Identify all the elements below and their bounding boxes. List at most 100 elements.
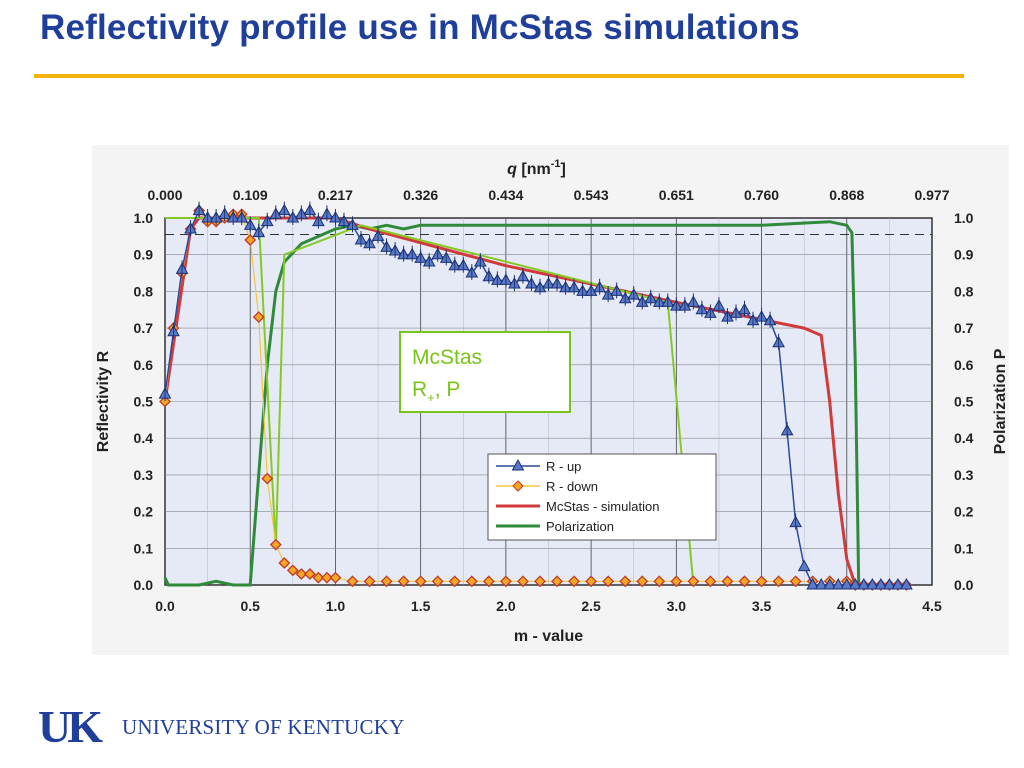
legend-marker-triangle	[511, 458, 525, 471]
x2-tick-label: 0.000	[147, 187, 182, 203]
r-down-point	[568, 575, 580, 588]
x2-tick-label: 0.543	[574, 187, 609, 203]
r-up-point	[891, 577, 905, 590]
r-down-point	[619, 575, 632, 588]
y2-tick-label: 1.0	[954, 210, 974, 226]
x-tick-label: 1.5	[411, 598, 431, 614]
x-tick-label: 4.5	[922, 598, 942, 614]
r-down-point	[585, 575, 598, 588]
x-tick-label: 4.0	[837, 598, 857, 614]
r-up-point	[814, 577, 828, 590]
y2-tick-label: 0.2	[954, 504, 974, 520]
y2-tick-label: 0.4	[954, 430, 974, 446]
r-down-point	[687, 575, 700, 588]
y-tick-label: 0.8	[134, 283, 154, 299]
y-tick-label: 0.5	[134, 394, 154, 410]
r-down-point	[448, 575, 461, 588]
series-layer	[158, 201, 913, 591]
r-up-point	[823, 577, 837, 590]
uk-logo-mark: UK	[38, 701, 103, 752]
r-down-point	[551, 575, 563, 588]
x2-tick-label: 0.868	[829, 187, 864, 203]
y2-tick-label: 0.8	[954, 283, 974, 299]
r-down-point	[499, 575, 512, 588]
r-up-point	[900, 577, 913, 590]
x-tick-label: 0.5	[240, 598, 260, 614]
r-up-point	[806, 577, 820, 590]
r-down-point	[269, 538, 282, 551]
y2-axis-label: Polarization P	[992, 348, 1009, 454]
x2-tick-label: 0.109	[233, 187, 268, 203]
r-down-point	[636, 575, 649, 588]
r-down-point	[278, 557, 291, 569]
y2-tick-label: 0.5	[954, 394, 974, 410]
legend-label: R - up	[546, 459, 581, 474]
r-down-point	[602, 575, 615, 588]
axes: 0.0 0.000 0.5 0.109 1.0 0.217 1.5 0.326 2.0 0.434…	[95, 158, 1009, 645]
r-down-point	[465, 575, 478, 588]
r-down-point	[244, 234, 257, 246]
r-down-point	[670, 575, 683, 588]
x-tick-label: 1.0	[326, 598, 346, 614]
r-down-point	[534, 575, 546, 588]
r-down-point	[431, 575, 444, 588]
x2-tick-label: 0.651	[659, 187, 694, 203]
r-down-point	[653, 575, 666, 588]
r-up-point	[797, 559, 811, 572]
r-down-point	[321, 571, 333, 584]
reflectivity-chart: 0.0 0.000 0.5 0.109 1.0 0.217 1.5 0.326 2.0 0.434…	[92, 145, 1009, 655]
legend: R - up R - down McStas - simulation Polariz…	[487, 453, 717, 541]
mcstas-annotation-box	[399, 331, 571, 413]
legend-label: R - down	[546, 479, 598, 494]
r-down-point	[482, 575, 495, 588]
r-down-point	[303, 568, 316, 580]
y-tick-label: 0.2	[134, 504, 154, 520]
r-up-point	[831, 577, 845, 590]
r-down-point	[159, 395, 171, 408]
x-tick-label: 3.5	[752, 598, 772, 614]
r-down-point	[286, 564, 299, 577]
x-tick-label: 0.0	[155, 598, 175, 614]
x-axis-label: m - value	[514, 628, 583, 645]
x-tick-label: 2.0	[496, 598, 516, 614]
y-tick-label: 0.6	[134, 357, 154, 373]
annotation-line-2: R+, P	[412, 378, 460, 405]
annotation-line-1: McStas	[412, 346, 482, 369]
r-up-point	[848, 577, 862, 590]
y-axis-label: Reflectivity R	[95, 350, 112, 452]
r-down-point	[721, 575, 734, 588]
r-down-point	[397, 575, 410, 588]
y2-tick-label: 0.9	[954, 247, 974, 263]
y-tick-label: 0.4	[134, 430, 154, 446]
x-tick-label: 3.0	[667, 598, 687, 614]
y2-tick-label: 0.3	[954, 467, 974, 483]
y2-tick-label: 0.0	[954, 577, 974, 593]
r-down-point	[772, 575, 785, 588]
y-tick-label: 0.0	[134, 577, 154, 593]
x2-tick-label: 0.217	[318, 187, 353, 203]
r-down-point	[414, 575, 427, 588]
r-up-point	[865, 577, 879, 590]
y2-tick-label: 0.1	[954, 540, 974, 556]
r-down-point	[738, 575, 751, 588]
y-tick-label: 0.9	[134, 247, 154, 263]
university-name: UNIVERSITY OF KENTUCKY	[122, 715, 405, 739]
x-tick-label: 2.5	[581, 598, 601, 614]
title-divider	[34, 74, 964, 78]
x2-axis-label: q [nm-1]	[507, 158, 566, 178]
r-down-point	[252, 311, 265, 324]
legend-marker-diamond	[512, 480, 524, 492]
r-up-point	[857, 577, 871, 590]
r-down-point	[517, 575, 529, 588]
r-down-point	[789, 575, 802, 588]
legend-label: Polarization	[546, 519, 614, 534]
legend-label: McStas - simulation	[546, 499, 659, 514]
r-down-point	[346, 575, 359, 588]
r-up-point	[883, 577, 896, 590]
x2-tick-label: 0.326	[403, 187, 438, 203]
y-tick-label: 0.7	[134, 320, 154, 336]
r-up-point	[840, 577, 854, 590]
y-tick-label: 1.0	[134, 210, 154, 226]
y2-tick-label: 0.6	[954, 357, 974, 373]
y2-tick-label: 0.7	[954, 320, 974, 336]
